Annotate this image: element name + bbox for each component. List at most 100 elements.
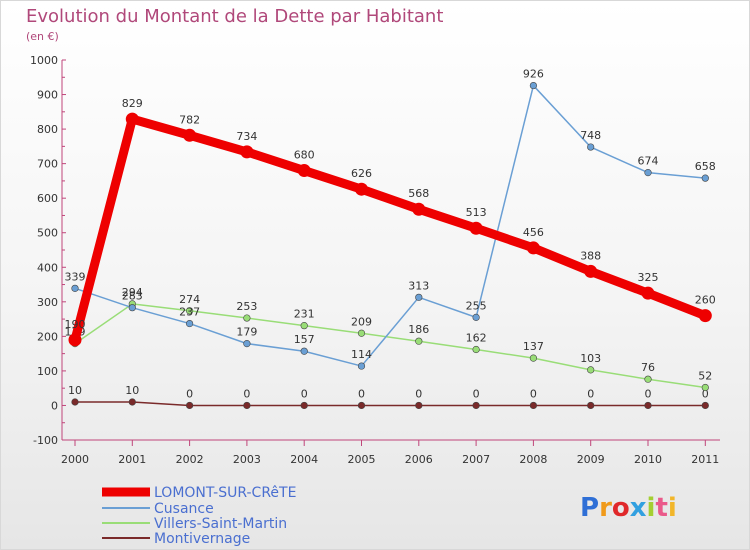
chart-series: 10 10 0 0 0 0 0 0 0 0 0 0 179 294 274 253 231 209 186 162 13… bbox=[65, 68, 716, 410]
data-label: 190 bbox=[65, 318, 86, 331]
data-label: 339 bbox=[65, 270, 86, 283]
data-label: 456 bbox=[523, 226, 544, 239]
x-tick-label: 2005 bbox=[348, 453, 376, 466]
data-point bbox=[68, 333, 82, 347]
data-point bbox=[183, 128, 197, 142]
data-label: 52 bbox=[698, 369, 712, 382]
y-tick-label: 1000 bbox=[30, 54, 58, 67]
data-point bbox=[243, 340, 251, 348]
data-point bbox=[357, 329, 366, 337]
y-tick-label: 100 bbox=[37, 365, 58, 378]
chart-axes: -100010020030040050060070080090010002000… bbox=[30, 54, 720, 466]
data-label: 260 bbox=[695, 294, 716, 307]
chart-legend: LOMONT-SUR-CRêTECusanceVillers-Saint-Mar… bbox=[102, 485, 296, 547]
x-tick-label: 2001 bbox=[118, 453, 146, 466]
data-label: 157 bbox=[294, 333, 315, 346]
data-point bbox=[529, 354, 538, 362]
y-tick-label: 700 bbox=[37, 158, 58, 171]
series-line bbox=[74, 401, 707, 407]
data-label: 10 bbox=[68, 384, 82, 397]
data-point bbox=[415, 401, 423, 410]
series-3: 10 10 0 0 0 0 0 0 0 0 0 0 bbox=[68, 384, 709, 410]
data-label: 179 bbox=[236, 326, 257, 339]
data-label: 0 bbox=[473, 387, 480, 400]
x-tick-label: 2010 bbox=[634, 453, 662, 466]
data-label: 0 bbox=[645, 387, 652, 400]
data-point bbox=[357, 362, 366, 370]
logo-letter: o bbox=[612, 493, 630, 523]
data-point bbox=[243, 314, 251, 322]
data-point bbox=[128, 398, 136, 406]
x-tick-label: 2011 bbox=[691, 453, 719, 466]
data-point bbox=[300, 401, 308, 410]
data-point bbox=[415, 337, 423, 345]
data-label: 313 bbox=[408, 279, 429, 292]
data-point bbox=[644, 401, 652, 410]
x-tick-label: 2006 bbox=[405, 453, 433, 466]
data-label: 209 bbox=[351, 315, 372, 328]
data-label: 734 bbox=[236, 130, 257, 143]
logo-letter: t bbox=[655, 493, 667, 523]
proxiti-logo: Proxiti bbox=[580, 493, 677, 523]
logo-letter: i bbox=[668, 493, 677, 523]
data-label: 283 bbox=[122, 290, 143, 303]
data-point bbox=[529, 401, 538, 410]
y-tick-label: 400 bbox=[37, 261, 58, 274]
series-line bbox=[70, 114, 710, 345]
data-point bbox=[587, 143, 595, 151]
data-point bbox=[701, 401, 709, 410]
data-point bbox=[698, 309, 712, 323]
data-label: 255 bbox=[466, 299, 487, 312]
data-point bbox=[415, 293, 423, 301]
data-point bbox=[71, 284, 79, 292]
data-point bbox=[240, 145, 254, 159]
data-point bbox=[587, 366, 595, 374]
data-label: 325 bbox=[638, 271, 659, 284]
x-tick-label: 2002 bbox=[176, 453, 204, 466]
logo-letter: x bbox=[630, 493, 647, 523]
data-point bbox=[472, 401, 480, 410]
logo-letter: r bbox=[599, 493, 612, 523]
data-point bbox=[125, 112, 139, 126]
legend-label: Montivernage bbox=[154, 531, 250, 547]
x-tick-label: 2004 bbox=[290, 453, 318, 466]
logo-letter: i bbox=[647, 493, 656, 523]
y-tick-label: 200 bbox=[37, 330, 58, 343]
data-label: 658 bbox=[695, 160, 716, 173]
data-point bbox=[71, 398, 79, 406]
data-label: 231 bbox=[294, 308, 315, 321]
data-point bbox=[587, 401, 595, 410]
data-label: 114 bbox=[351, 348, 372, 361]
x-tick-label: 2008 bbox=[519, 453, 547, 466]
data-label: 568 bbox=[408, 187, 429, 200]
data-label: 0 bbox=[702, 387, 709, 400]
data-label: 674 bbox=[638, 155, 659, 168]
data-label: 76 bbox=[641, 361, 655, 374]
data-point bbox=[186, 319, 194, 328]
chart-subtitle: (en €) bbox=[26, 30, 59, 43]
series-line bbox=[74, 303, 707, 389]
data-point bbox=[128, 304, 136, 312]
data-point bbox=[472, 313, 480, 321]
y-tick-label: 0 bbox=[51, 399, 58, 412]
y-tick-label: -100 bbox=[33, 434, 58, 447]
data-label: 186 bbox=[408, 323, 429, 336]
data-point bbox=[412, 202, 426, 216]
data-label: 0 bbox=[243, 387, 250, 400]
data-label: 0 bbox=[530, 387, 537, 400]
data-label: 748 bbox=[580, 129, 601, 142]
data-point bbox=[584, 264, 598, 278]
data-label: 294 bbox=[122, 286, 143, 299]
data-label: 626 bbox=[351, 167, 372, 180]
data-label: 0 bbox=[301, 387, 308, 400]
data-point bbox=[641, 286, 655, 300]
data-label: 274 bbox=[179, 293, 200, 306]
legend-label: Villers-Saint-Martin bbox=[154, 516, 287, 532]
data-point bbox=[526, 241, 540, 255]
data-label: 782 bbox=[179, 113, 200, 126]
logo-text: Proxiti bbox=[580, 493, 677, 523]
data-point bbox=[186, 307, 194, 315]
data-label: 237 bbox=[179, 306, 200, 319]
